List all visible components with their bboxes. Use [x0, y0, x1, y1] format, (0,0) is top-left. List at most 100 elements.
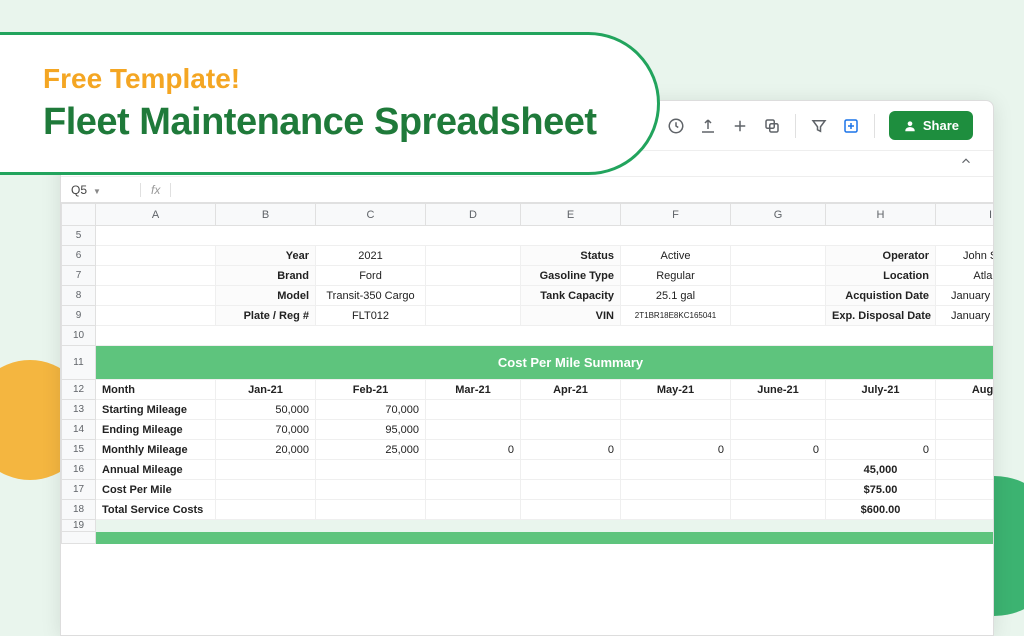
month-header[interactable]: June-21 [731, 380, 826, 400]
row-header[interactable]: 15 [62, 440, 96, 460]
month-header[interactable]: Apr-21 [521, 380, 621, 400]
month-header[interactable]: Feb-21 [316, 380, 426, 400]
info-label[interactable]: Exp. Disposal Date [826, 306, 936, 326]
section-banner[interactable]: Cost Per Mile Summary [96, 346, 995, 380]
row-header[interactable]: 9 [62, 306, 96, 326]
info-value[interactable]: Regular [621, 266, 731, 286]
info-value[interactable]: Ford [316, 266, 426, 286]
cell[interactable]: 0 [621, 440, 731, 460]
col-header[interactable]: I [936, 204, 995, 226]
upload-icon[interactable] [699, 117, 717, 135]
info-label[interactable]: Tank Capacity [521, 286, 621, 306]
month-header[interactable]: Mar-21 [426, 380, 521, 400]
cell[interactable]: 70,000 [316, 400, 426, 420]
info-label[interactable]: Status [521, 246, 621, 266]
row-label[interactable]: Monthly Mileage [96, 440, 216, 460]
cell[interactable] [521, 420, 621, 440]
info-label[interactable]: Plate / Reg # [216, 306, 316, 326]
row-header[interactable]: 14 [62, 420, 96, 440]
cpm-value[interactable]: $75.00 [826, 480, 936, 500]
cell[interactable]: 0 [826, 440, 936, 460]
info-label[interactable]: Operator [826, 246, 936, 266]
cell[interactable] [731, 400, 826, 420]
info-value[interactable]: January 1, 2025 [936, 306, 995, 326]
history-icon[interactable] [667, 117, 685, 135]
cell[interactable] [426, 420, 521, 440]
row-header[interactable]: 10 [62, 326, 96, 346]
cell[interactable] [826, 420, 936, 440]
row-header[interactable]: 6 [62, 246, 96, 266]
cell[interactable]: 0 [426, 440, 521, 460]
info-value[interactable]: Transit-350 Cargo [316, 286, 426, 306]
col-header[interactable]: D [426, 204, 521, 226]
info-label[interactable]: Acquistion Date [826, 286, 936, 306]
col-header[interactable]: B [216, 204, 316, 226]
month-header[interactable]: May-21 [621, 380, 731, 400]
month-header[interactable]: July-21 [826, 380, 936, 400]
row-header[interactable]: 12 [62, 380, 96, 400]
col-header[interactable]: C [316, 204, 426, 226]
name-box[interactable]: Q5▼ [61, 183, 141, 197]
tsc-value[interactable]: $600.00 [826, 500, 936, 520]
cell[interactable]: 0 [731, 440, 826, 460]
cell[interactable]: 70,000 [216, 420, 316, 440]
annual-value[interactable]: 45,000 [826, 460, 936, 480]
info-value[interactable]: 2T1BR18E8KC165041 [621, 306, 731, 326]
cell[interactable] [826, 400, 936, 420]
info-label[interactable]: Gasoline Type [521, 266, 621, 286]
cell[interactable] [731, 420, 826, 440]
row-header[interactable]: 13 [62, 400, 96, 420]
info-value[interactable]: John Smith [936, 246, 995, 266]
info-value[interactable]: Active [621, 246, 731, 266]
row-label[interactable]: Starting Mileage [96, 400, 216, 420]
cell[interactable]: 20,000 [216, 440, 316, 460]
info-label[interactable]: Year [216, 246, 316, 266]
cell[interactable] [426, 400, 521, 420]
plus-icon[interactable] [731, 117, 749, 135]
cell[interactable]: 0 [521, 440, 621, 460]
row-header[interactable] [62, 532, 96, 544]
row-header[interactable]: 19 [62, 520, 96, 532]
col-header[interactable]: G [731, 204, 826, 226]
col-header[interactable]: H [826, 204, 936, 226]
col-header[interactable]: A [96, 204, 216, 226]
info-value[interactable]: 25.1 gal [621, 286, 731, 306]
share-button[interactable]: Share [889, 111, 973, 140]
info-label[interactable]: VIN [521, 306, 621, 326]
info-label[interactable]: Model [216, 286, 316, 306]
col-header[interactable]: F [621, 204, 731, 226]
row-header[interactable]: 18 [62, 500, 96, 520]
filter-icon[interactable] [810, 117, 828, 135]
row-header[interactable]: 8 [62, 286, 96, 306]
info-label[interactable]: Brand [216, 266, 316, 286]
cell[interactable] [936, 420, 995, 440]
month-header[interactable]: Aug-21 [936, 380, 995, 400]
cell[interactable] [936, 400, 995, 420]
info-value[interactable]: January 1, 2020 [936, 286, 995, 306]
row-header[interactable]: 5 [62, 226, 96, 246]
row-label[interactable]: Ending Mileage [96, 420, 216, 440]
row-label[interactable]: Cost Per Mile [96, 480, 216, 500]
cell[interactable] [621, 400, 731, 420]
row-header[interactable]: 16 [62, 460, 96, 480]
info-value[interactable]: 2021 [316, 246, 426, 266]
row-label[interactable]: Total Service Costs [96, 500, 216, 520]
cell[interactable]: 25,000 [316, 440, 426, 460]
cell[interactable] [621, 420, 731, 440]
row-header[interactable]: 7 [62, 266, 96, 286]
col-header[interactable]: E [521, 204, 621, 226]
info-label[interactable]: Location [826, 266, 936, 286]
info-value[interactable]: Atlanta [936, 266, 995, 286]
copy-icon[interactable] [763, 117, 781, 135]
info-value[interactable]: FLT012 [316, 306, 426, 326]
month-header[interactable]: Jan-21 [216, 380, 316, 400]
cell[interactable]: 50,000 [216, 400, 316, 420]
cell[interactable]: 95,000 [316, 420, 426, 440]
corner-cell[interactable] [62, 204, 96, 226]
row-header[interactable]: 11 [62, 346, 96, 380]
row-header[interactable]: 17 [62, 480, 96, 500]
row-label[interactable]: Annual Mileage [96, 460, 216, 480]
chevron-up-icon[interactable] [959, 154, 973, 173]
cell[interactable]: 0 [936, 440, 995, 460]
months-label[interactable]: Month [96, 380, 216, 400]
